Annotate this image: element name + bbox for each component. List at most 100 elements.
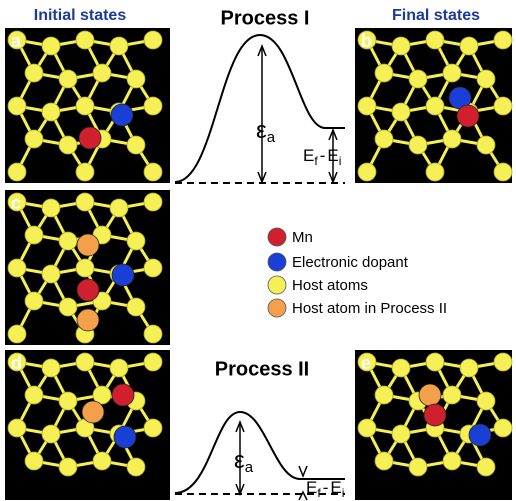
host-atom xyxy=(392,103,410,121)
host-atom xyxy=(59,70,77,88)
process-title: Process II xyxy=(215,358,310,380)
host-atom xyxy=(42,265,60,283)
process-title: Process I xyxy=(221,7,310,29)
legend-label: Host atoms xyxy=(292,277,368,294)
host-atom xyxy=(494,97,512,115)
atom-panel: c xyxy=(5,190,170,345)
special-atom xyxy=(112,264,134,286)
special-atom xyxy=(112,384,134,406)
host-atom xyxy=(59,136,77,154)
host-atom xyxy=(477,136,495,154)
host-atom xyxy=(25,386,43,404)
host-atom xyxy=(110,37,128,55)
host-atom xyxy=(477,392,495,410)
host-atom xyxy=(443,386,461,404)
host-atom xyxy=(358,419,376,437)
host-atom xyxy=(8,325,26,343)
host-atom xyxy=(144,419,162,437)
legend-marker xyxy=(268,253,286,271)
panel-label: d xyxy=(11,353,22,373)
legend-label: Electronic dopant xyxy=(292,254,409,271)
legend-marker xyxy=(268,299,286,317)
host-atom xyxy=(375,386,393,404)
barrier-label: εa xyxy=(256,117,276,146)
host-atom xyxy=(25,130,43,148)
energy-difference-label: Ef-Ei xyxy=(306,478,344,500)
host-atom xyxy=(460,359,478,377)
host-atom xyxy=(76,163,94,181)
host-atom xyxy=(59,392,77,410)
special-atom xyxy=(457,105,479,127)
host-atom xyxy=(358,97,376,115)
host-atom xyxy=(76,353,94,371)
host-atom xyxy=(426,31,444,49)
host-atom xyxy=(127,70,145,88)
host-atom xyxy=(8,259,26,277)
legend-label: Mn xyxy=(292,229,313,246)
host-atom xyxy=(144,193,162,211)
host-atom xyxy=(426,353,444,371)
host-atom xyxy=(76,259,94,277)
host-atom xyxy=(8,97,26,115)
host-atom xyxy=(392,425,410,443)
host-atom xyxy=(409,70,427,88)
host-atom xyxy=(110,199,128,217)
host-atom xyxy=(443,64,461,82)
atom-panel: e xyxy=(355,350,512,500)
host-atom xyxy=(426,163,444,181)
host-atom xyxy=(25,64,43,82)
host-atom xyxy=(25,292,43,310)
host-atom xyxy=(392,37,410,55)
legend-marker xyxy=(268,276,286,294)
panel-label: a xyxy=(11,31,22,51)
host-atom xyxy=(42,425,60,443)
host-atom xyxy=(42,359,60,377)
host-atom xyxy=(25,452,43,470)
host-atom xyxy=(59,458,77,476)
panel-label: e xyxy=(361,353,371,373)
host-atom xyxy=(144,31,162,49)
host-atom xyxy=(127,458,145,476)
host-atom xyxy=(144,163,162,181)
special-atom xyxy=(469,424,491,446)
legend-marker xyxy=(268,228,286,246)
host-atom xyxy=(76,97,94,115)
energy-difference-label: Ef-Ei xyxy=(303,146,341,168)
figure: Initial states Final states Process I Pr… xyxy=(0,0,516,501)
host-atom xyxy=(375,64,393,82)
special-atom xyxy=(419,384,441,406)
host-atom xyxy=(76,193,94,211)
host-atom xyxy=(8,163,26,181)
atom-panel: a xyxy=(5,28,170,183)
panel-label: b xyxy=(361,31,372,51)
host-atom xyxy=(494,419,512,437)
host-atom xyxy=(42,37,60,55)
host-atom xyxy=(25,226,43,244)
host-atom xyxy=(375,452,393,470)
host-atom xyxy=(375,130,393,148)
host-atom xyxy=(409,458,427,476)
barrier-label: εa xyxy=(234,447,254,476)
host-atom xyxy=(127,232,145,250)
host-atom xyxy=(93,452,111,470)
host-atom xyxy=(494,163,512,181)
host-atom xyxy=(494,31,512,49)
host-atom xyxy=(127,298,145,316)
host-atom xyxy=(358,163,376,181)
atom-panel: d xyxy=(5,350,170,500)
special-atom xyxy=(79,127,101,149)
atom-panel: b xyxy=(355,28,512,183)
special-atom xyxy=(77,234,99,256)
special-atom xyxy=(114,426,136,448)
special-atom xyxy=(77,309,99,331)
panel-label: c xyxy=(11,193,21,213)
host-atom xyxy=(144,353,162,371)
host-atom xyxy=(42,199,60,217)
host-atom xyxy=(42,103,60,121)
special-atom xyxy=(82,401,104,423)
special-atom xyxy=(77,279,99,301)
host-atom xyxy=(144,325,162,343)
host-atom xyxy=(477,70,495,88)
host-atom xyxy=(59,232,77,250)
host-atom xyxy=(93,64,111,82)
